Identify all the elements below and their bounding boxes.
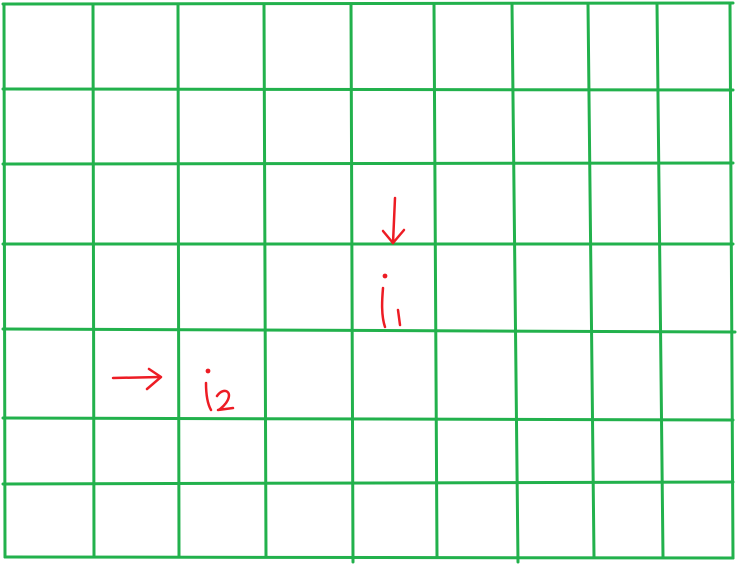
grid-line-horizontal (1, 87, 735, 92)
label-i2 (204, 368, 235, 412)
grid-line-vertical (91, 2, 96, 559)
grid-line-vertical (176, 2, 181, 559)
grid-line-horizontal (1, 1, 735, 6)
grid-line-vertical (728, 2, 735, 560)
right-arrow-icon (111, 367, 163, 391)
grid-line-vertical (349, 2, 355, 564)
grid-line-vertical (432, 2, 439, 559)
grid-line-vertical (2, 2, 7, 559)
grid-line-horizontal (1, 327, 737, 334)
grid-line-vertical (655, 2, 665, 559)
grid-line-horizontal (3, 555, 735, 560)
grid-line-vertical (262, 2, 268, 559)
down-arrow-icon (381, 196, 406, 245)
grid-line-horizontal (1, 161, 735, 166)
label-i1 (380, 273, 402, 329)
annotation-i1 (380, 196, 406, 329)
annotation-i2 (111, 367, 235, 412)
grid-line-horizontal (1, 480, 735, 486)
grid-line-vertical (510, 2, 520, 564)
grid-line-horizontal (1, 416, 735, 422)
grid-line-vertical (586, 2, 596, 559)
